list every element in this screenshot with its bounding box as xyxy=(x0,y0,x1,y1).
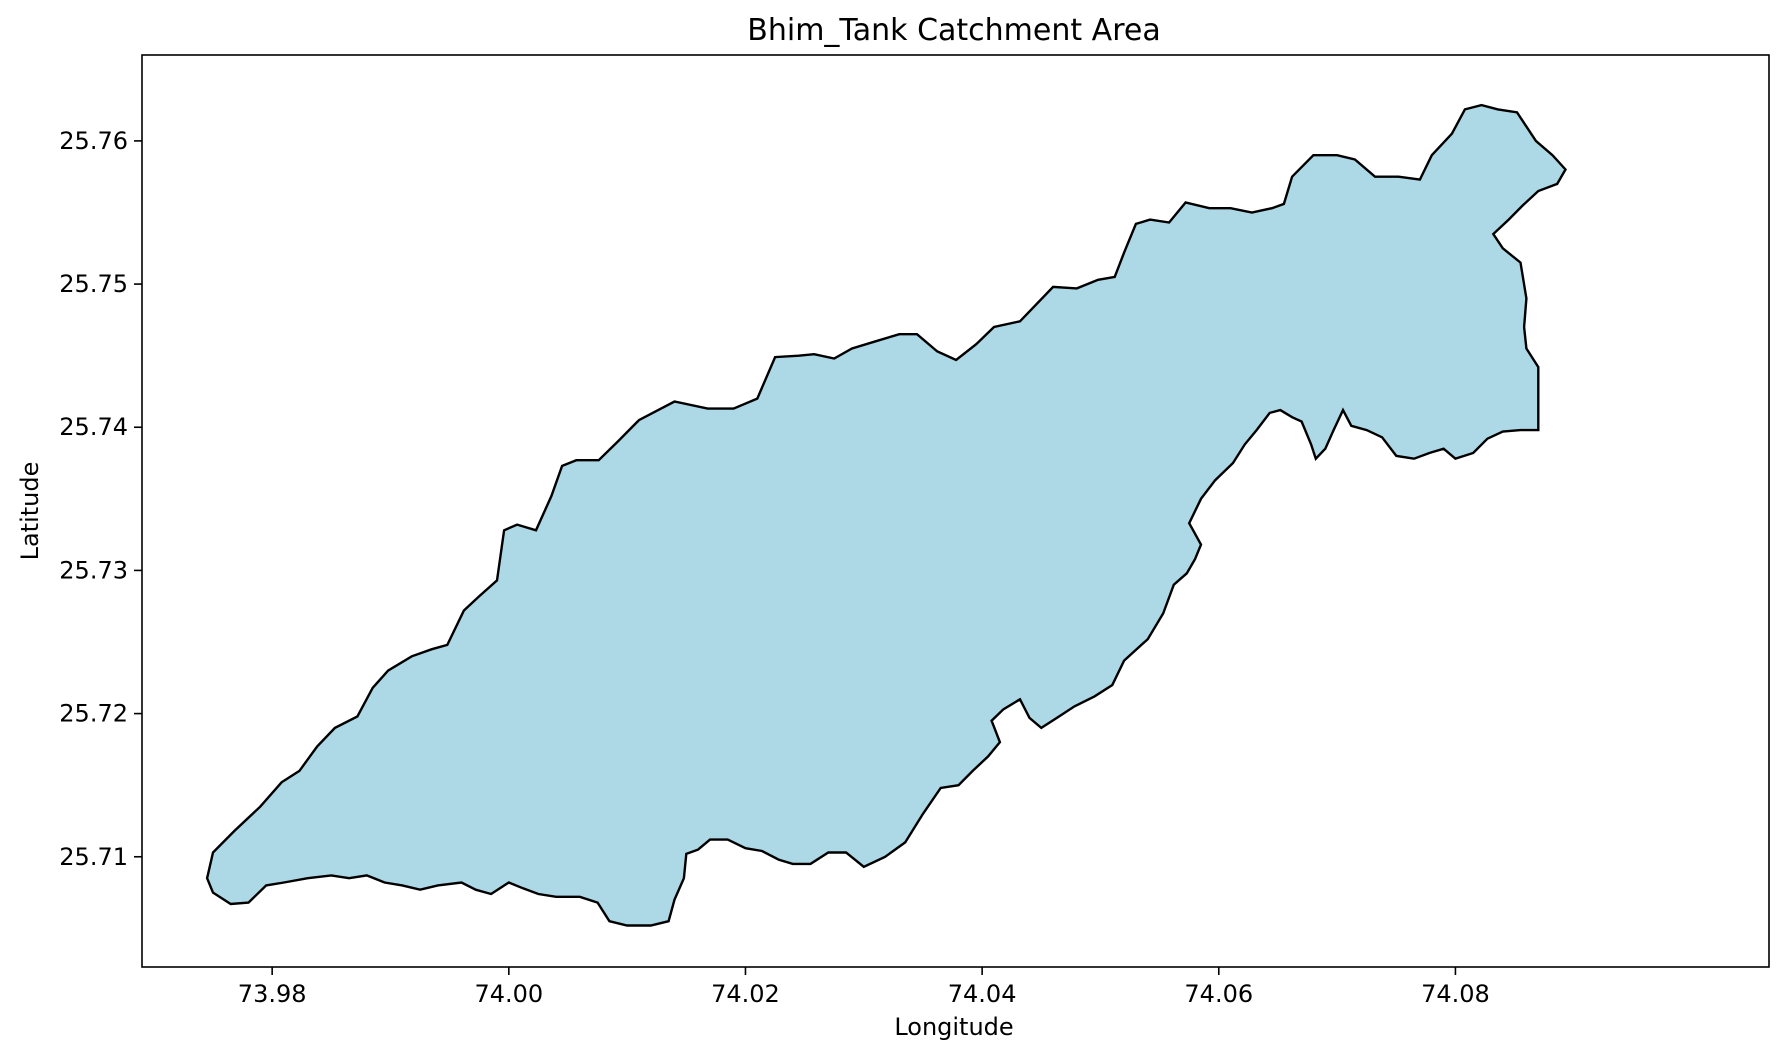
x-tick-label: 74.08 xyxy=(1421,980,1490,1008)
x-tick-label: 74.00 xyxy=(474,980,543,1008)
y-tick-label: 25.74 xyxy=(59,413,128,441)
catchment-polygon xyxy=(205,103,1567,927)
x-tick-label: 73.98 xyxy=(238,980,307,1008)
y-tick-label: 25.72 xyxy=(59,700,128,728)
chart-title: Bhim_Tank Catchment Area xyxy=(747,13,1160,48)
axes-frame xyxy=(141,54,1770,968)
y-tick-label: 25.75 xyxy=(59,270,128,298)
x-tick-label: 74.04 xyxy=(948,980,1017,1008)
x-axis-label: Longitude xyxy=(894,1013,1013,1041)
x-tick-label: 74.06 xyxy=(1184,980,1253,1008)
x-tick-label: 74.02 xyxy=(711,980,780,1008)
y-axis-label: Latitude xyxy=(16,462,44,561)
y-tick-label: 25.73 xyxy=(59,556,128,584)
y-tick-label: 25.71 xyxy=(59,843,128,871)
y-axis-ticks: 25.71 25.72 25.73 25.74 25.75 25.76 xyxy=(59,127,142,871)
x-axis-ticks: 73.98 74.00 74.02 74.04 74.06 74.08 xyxy=(238,967,1490,1008)
plot-area xyxy=(141,54,1770,968)
y-tick-label: 25.76 xyxy=(59,127,128,155)
